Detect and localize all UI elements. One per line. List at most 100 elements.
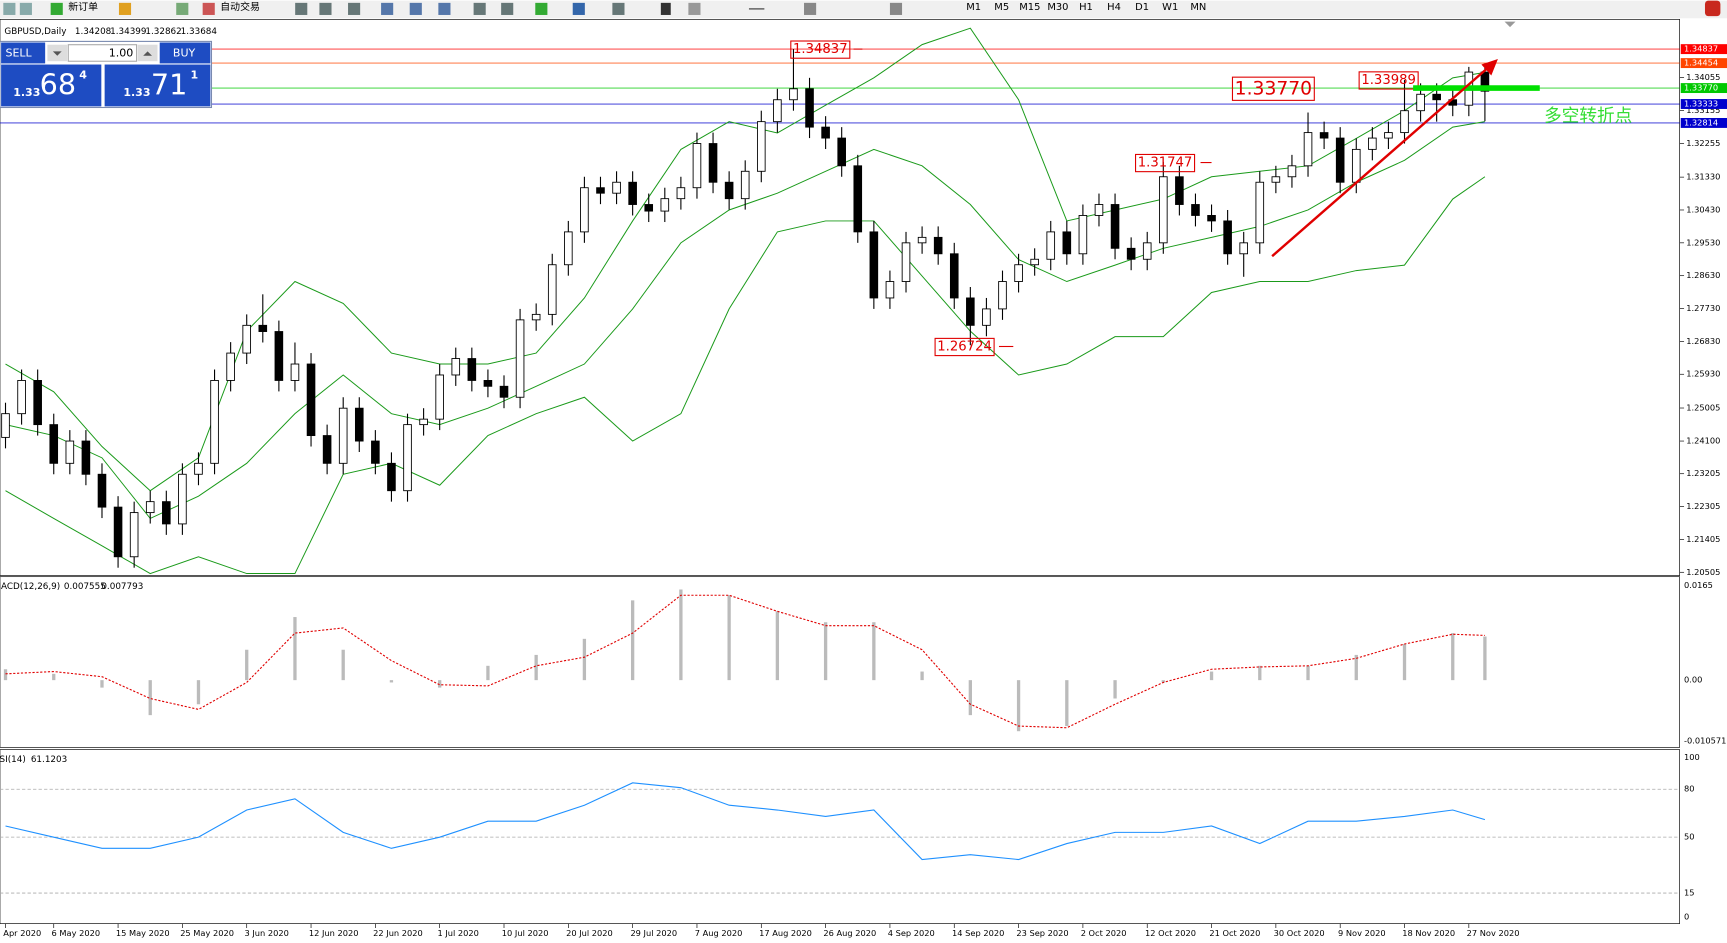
- price-annotation: 1.33770: [1235, 78, 1312, 99]
- buy-button[interactable]: [159, 42, 211, 64]
- zoom-in[interactable]: [381, 2, 394, 15]
- lot-value[interactable]: 1.00: [109, 47, 134, 60]
- icon[interactable]: [501, 2, 514, 15]
- candle-body: [949, 253, 959, 299]
- y-tick-label: -0.010571: [1684, 735, 1726, 745]
- candle-body: [451, 358, 461, 376]
- annotation-box: [934, 337, 995, 357]
- icon[interactable]: [295, 2, 308, 15]
- x-tick-label: 21 Oct 2020: [1209, 928, 1260, 938]
- x-tick-label: 14 Sep 2020: [952, 928, 1004, 938]
- candle-body: [564, 231, 573, 266]
- icon[interactable]: [3, 2, 16, 15]
- candle-body: [580, 187, 589, 233]
- fibo[interactable]: [804, 2, 817, 15]
- candle-body: [628, 181, 637, 205]
- symbol: GBPUSD,Daily: [4, 27, 66, 37]
- icon[interactable]: [118, 2, 132, 15]
- templates[interactable]: [612, 2, 625, 15]
- macd-signal-line: [5, 594, 1485, 729]
- alert-icon[interactable]: [1704, 0, 1721, 17]
- text-tool[interactable]: [889, 2, 903, 15]
- timeframe-button[interactable]: MN: [1190, 2, 1206, 13]
- candle-body: [242, 324, 252, 354]
- candle-body: [1432, 93, 1441, 101]
- x-tick-label: 30 Oct 2020: [1274, 928, 1325, 938]
- candle-body: [1110, 204, 1120, 249]
- buy-label[interactable]: BUY: [173, 47, 196, 60]
- candle-body: [660, 198, 670, 212]
- hline-tool[interactable]: [748, 8, 765, 10]
- candle-body: [1014, 264, 1023, 282]
- icon[interactable]: [473, 2, 486, 15]
- x-tick-label: 20 Jul 2020: [566, 928, 613, 938]
- candle-body: [1030, 258, 1039, 266]
- price-annotation: 1.33989: [1361, 73, 1416, 88]
- icon[interactable]: [19, 2, 32, 15]
- sell-price-box[interactable]: [1, 64, 102, 107]
- x-tick-label: 25 May 2020: [180, 928, 234, 938]
- candle-body: [97, 473, 107, 508]
- timeframe-button[interactable]: M5: [994, 2, 1009, 13]
- candle-body: [1303, 132, 1313, 167]
- timeframe-button[interactable]: H4: [1107, 2, 1121, 13]
- sell-small: 4: [79, 69, 87, 82]
- timeframe-button[interactable]: W1: [1162, 2, 1178, 13]
- candle-body: [692, 143, 702, 189]
- candle-body: [499, 385, 509, 398]
- candle-body: [1384, 132, 1393, 139]
- y-tick-label: 1.21405: [1686, 534, 1720, 544]
- chart-layer: 1.20505 1.21405 1.22305 1.23205 1.24100 1.250…: [0, 27, 1727, 938]
- candle-body: [740, 170, 750, 200]
- icon[interactable]: [348, 2, 361, 15]
- candle-body: [1368, 137, 1377, 150]
- candle-body: [982, 308, 991, 326]
- annotation-box: [1231, 76, 1315, 101]
- icon[interactable]: [176, 2, 189, 15]
- candle-body: [178, 473, 187, 525]
- candle-body: [1094, 204, 1104, 216]
- auto-trading[interactable]: 自动交易: [220, 0, 260, 13]
- timeframe-button[interactable]: M30: [1047, 2, 1068, 13]
- y-tick-label: 1.20505: [1686, 567, 1720, 577]
- buy-small: 1: [191, 69, 199, 82]
- candle-body: [933, 236, 943, 255]
- price-label-bg: [1680, 83, 1727, 94]
- candle-body: [805, 88, 814, 128]
- candle-body: [49, 424, 59, 464]
- y-tick-label: 1.23205: [1686, 468, 1720, 478]
- candle-body: [145, 501, 155, 514]
- zoom-out[interactable]: [409, 2, 422, 15]
- crosshair[interactable]: [688, 2, 701, 15]
- timeframe-button[interactable]: M1: [966, 2, 981, 13]
- x-tick-label: 2 Oct 2020: [1081, 928, 1127, 938]
- y-tick-label: 100: [1684, 752, 1700, 762]
- new-order[interactable]: 新订单: [68, 0, 98, 13]
- timeframe-button[interactable]: M15: [1019, 2, 1040, 13]
- lot-input[interactable]: [67, 44, 138, 62]
- candle-body: [821, 126, 830, 139]
- indicators[interactable]: [535, 2, 548, 15]
- macd-pane: [0, 576, 1680, 748]
- sell-label[interactable]: SELL: [6, 47, 33, 60]
- timeframe-button[interactable]: H1: [1079, 2, 1093, 13]
- auto-trading-icon[interactable]: [202, 2, 215, 15]
- new-order-icon[interactable]: [50, 2, 63, 15]
- timeframe-button[interactable]: D1: [1135, 2, 1149, 13]
- sell-button[interactable]: [1, 42, 46, 64]
- bollinger-upper: [5, 27, 1485, 492]
- cursor[interactable]: [660, 2, 671, 15]
- icon[interactable]: [319, 2, 332, 15]
- x-tick-label: 29 Jul 2020: [630, 928, 677, 938]
- candle-body: [917, 236, 927, 244]
- buy-price-box[interactable]: [104, 64, 211, 107]
- y-tick-label: 1.25005: [1686, 403, 1720, 413]
- periods[interactable]: [572, 2, 585, 15]
- candle-body: [17, 380, 26, 415]
- candle-body: [724, 181, 734, 200]
- candle-body: [1287, 165, 1297, 178]
- candle-body: [756, 121, 766, 172]
- icon[interactable]: [438, 2, 451, 15]
- price-label-bg: [1680, 44, 1727, 55]
- candle-body: [966, 297, 975, 326]
